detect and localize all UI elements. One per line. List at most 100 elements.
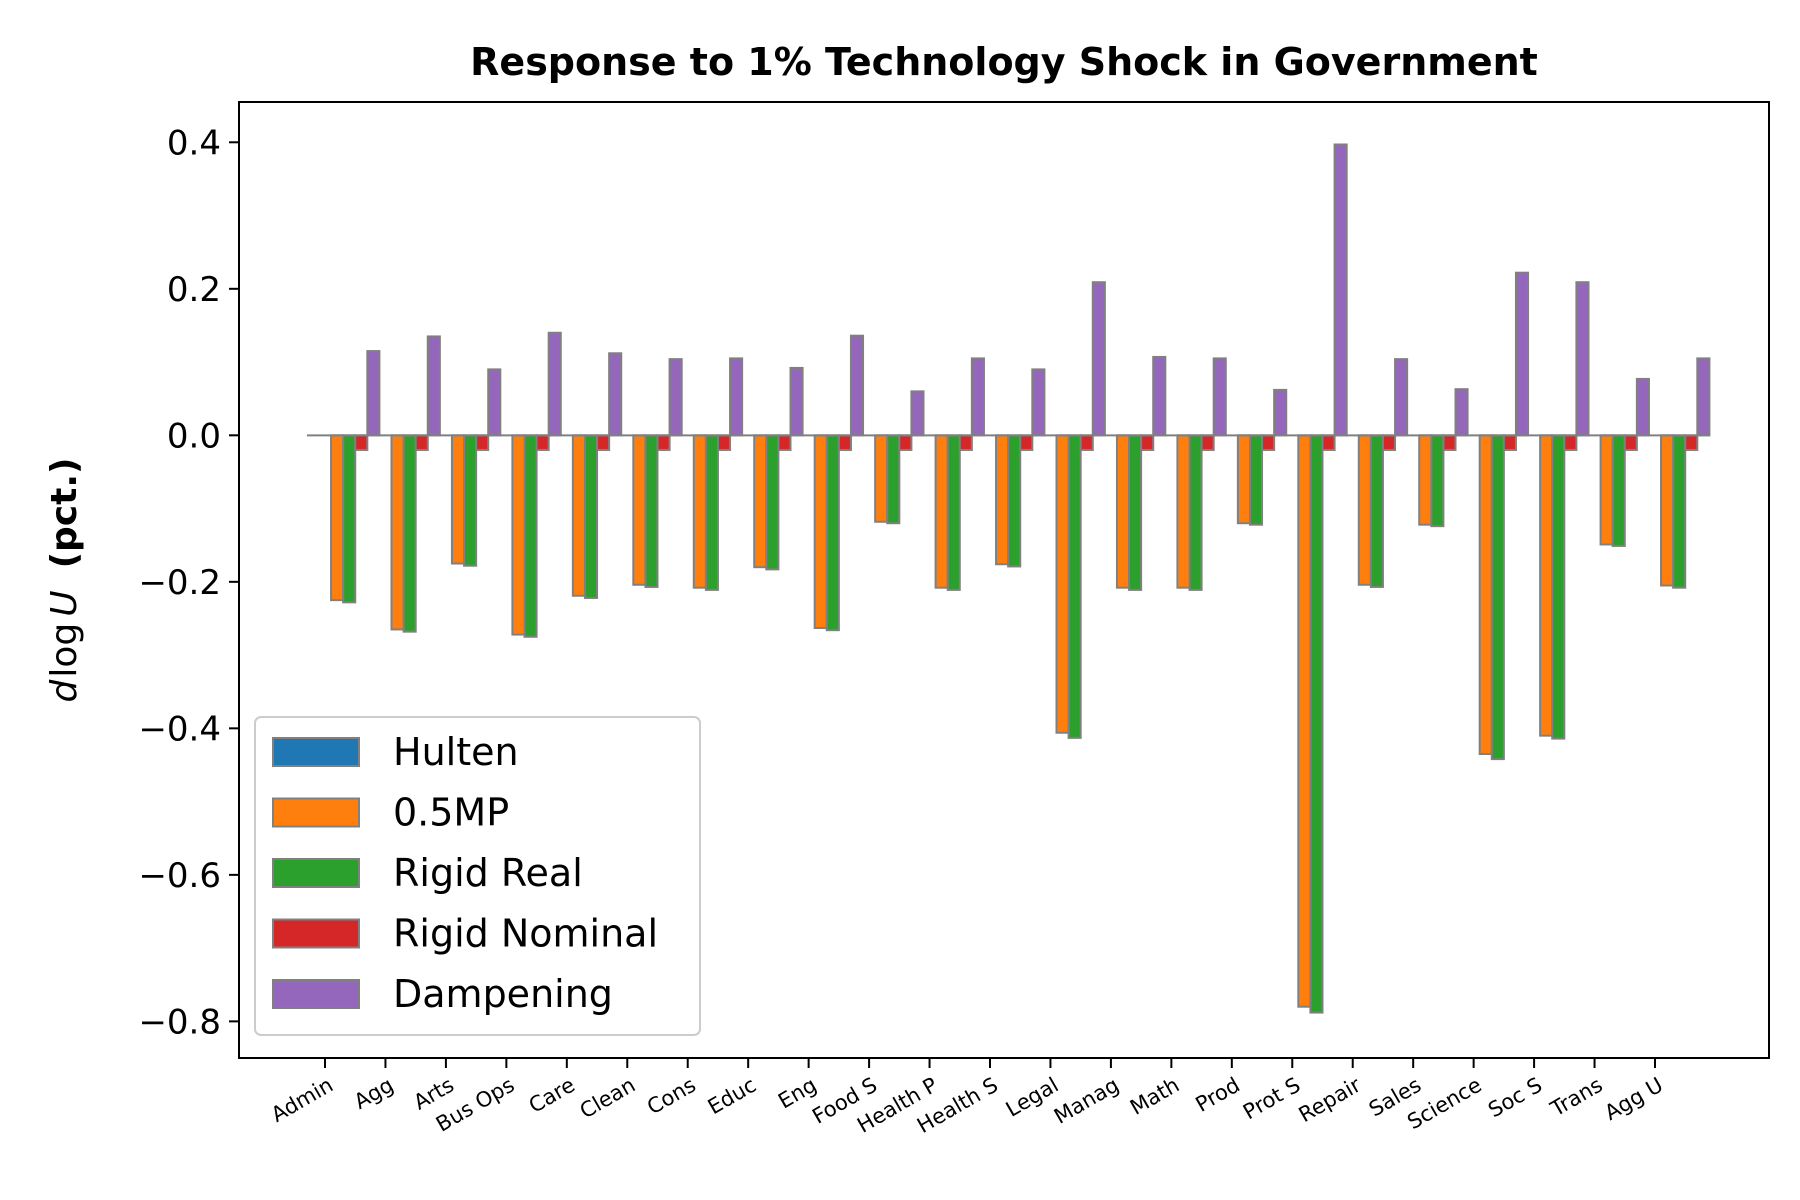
bar-0-5mp-eng xyxy=(813,434,828,629)
bar-rigid-nominal-prod xyxy=(1261,434,1276,451)
bar-dampening-sales xyxy=(1454,388,1469,437)
bar-dampening-health-s xyxy=(1031,368,1046,437)
bar-dampening-bus-ops xyxy=(547,331,562,437)
bar-dampening-trans xyxy=(1635,377,1650,437)
bar-0-5mp-math xyxy=(1176,434,1191,589)
bar-0-5mp-trans xyxy=(1599,434,1614,546)
bar-rigid-nominal-care xyxy=(596,434,611,451)
bar-rigid-nominal-trans xyxy=(1623,434,1638,451)
bar-rigid-real-trans xyxy=(1611,434,1626,547)
bar-rigid-real-prot-s xyxy=(1309,434,1324,1014)
y-tick-label: 0.4 xyxy=(167,123,221,163)
y-label-unit: (pct.) xyxy=(44,457,85,568)
bar-rigid-nominal-cons xyxy=(716,434,732,451)
bar-rigid-nominal-sales xyxy=(1442,434,1457,451)
y-axis: 0.4 0.2 0.0 −0.2 −0.4 −0.6 −0.8 xyxy=(138,123,239,1042)
bar-0-5mp-soc-s xyxy=(1539,434,1554,737)
bar-0-5mp-sales xyxy=(1418,434,1433,526)
bar-rigid-nominal-math xyxy=(1200,434,1215,451)
legend-label: Rigid Real xyxy=(393,851,583,895)
bar-dampening-manag xyxy=(1152,355,1167,437)
bar-rigid-nominal-soc-s xyxy=(1563,434,1578,451)
x-tick-label: Math xyxy=(1126,1073,1183,1120)
bar-rigid-nominal-health-s xyxy=(1019,434,1034,451)
bar-rigid-nominal-manag xyxy=(1140,434,1155,451)
y-tick-label: −0.4 xyxy=(138,709,221,749)
bar-rigid-nominal-admin xyxy=(354,434,369,451)
bar-rigid-real-arts xyxy=(463,434,478,567)
bar-dampening-soc-s xyxy=(1575,281,1590,437)
bar-rigid-real-soc-s xyxy=(1551,434,1566,740)
bar-0-5mp-educ xyxy=(753,434,768,569)
bar-rigid-real-math xyxy=(1188,434,1203,591)
bar-dampening-prot-s xyxy=(1333,143,1348,437)
bar-rigid-nominal-food-s xyxy=(898,434,913,451)
bar-dampening-eng xyxy=(849,334,865,437)
bar-dampening-care xyxy=(608,352,623,437)
y-tick-label: 0.2 xyxy=(167,270,221,310)
y-tick-label: −0.6 xyxy=(138,856,221,896)
bar-dampening-food-s xyxy=(910,390,925,437)
bar-0-5mp-science xyxy=(1478,434,1493,755)
bar-dampening-arts xyxy=(487,368,502,437)
x-tick-label: Agg xyxy=(350,1073,398,1114)
bar-rigid-real-health-s xyxy=(1007,434,1022,568)
bar-0-5mp-repair xyxy=(1357,434,1372,586)
y-tick-label: −0.8 xyxy=(138,1002,221,1042)
legend-label: Dampening xyxy=(393,972,613,1016)
x-tick-label: Repair xyxy=(1295,1073,1366,1128)
bar-rigid-nominal-science xyxy=(1502,434,1517,451)
bar-dampening-agg-u xyxy=(1696,357,1711,437)
bar-rigid-real-clean xyxy=(644,434,659,588)
bar-rigid-real-bus-ops xyxy=(523,434,538,638)
bar-0-5mp-prot-s xyxy=(1297,434,1312,1008)
x-tick-label: Admin xyxy=(267,1073,337,1127)
y-label-math-u: U xyxy=(44,590,85,616)
bar-rigid-nominal-arts xyxy=(475,434,490,451)
bar-rigid-nominal-agg xyxy=(414,434,429,451)
x-tick-label: Prot S xyxy=(1239,1073,1304,1125)
legend-swatch xyxy=(272,918,360,949)
bar-0-5mp-care xyxy=(571,434,586,597)
bar-rigid-real-educ xyxy=(765,434,780,571)
legend-swatch xyxy=(272,979,360,1009)
bar-rigid-nominal-health-p xyxy=(958,434,973,451)
y-tick-label: 0.0 xyxy=(167,416,221,456)
bar-dampening-educ xyxy=(789,366,804,437)
x-tick-label: Manag xyxy=(1050,1073,1123,1129)
y-tick-label: −0.2 xyxy=(138,563,221,603)
bar-0-5mp-health-s xyxy=(995,434,1010,566)
bar-0-5mp-prod xyxy=(1236,434,1251,525)
bar-0-5mp-arts xyxy=(450,434,466,565)
bar-0-5mp-bus-ops xyxy=(511,434,526,636)
bar-rigid-nominal-educ xyxy=(777,434,792,451)
y-label-math-log: log xyxy=(44,623,85,678)
y-label-math-d: d xyxy=(44,679,85,703)
bar-rigid-real-agg-u xyxy=(1672,434,1687,589)
bar-0-5mp-agg xyxy=(390,434,405,631)
bar-dampening-repair xyxy=(1394,358,1409,437)
bar-rigid-real-admin xyxy=(342,434,357,604)
bar-rigid-real-prod xyxy=(1248,434,1264,526)
x-tick-label: Agg U xyxy=(1600,1073,1667,1125)
x-tick-label: Trans xyxy=(1546,1073,1607,1122)
bar-rigid-nominal-prot-s xyxy=(1321,434,1336,451)
bar-rigid-nominal-clean xyxy=(656,434,671,451)
legend-swatch xyxy=(272,858,360,888)
bar-rigid-real-manag xyxy=(1128,434,1143,591)
legend: Hulten 0.5MP Rigid Real Rigid Nominal Dampen… xyxy=(254,716,701,1036)
bar-0-5mp-legal xyxy=(1055,434,1070,734)
bar-rigid-real-sales xyxy=(1430,434,1445,528)
x-tick-label: Prod xyxy=(1192,1073,1244,1117)
bar-dampening-admin xyxy=(366,350,381,437)
legend-label: Hulten xyxy=(393,730,519,774)
bar-dampening-science xyxy=(1514,271,1530,437)
bar-0-5mp-clean xyxy=(632,434,647,586)
bar-rigid-real-food-s xyxy=(886,434,901,525)
legend-label: 0.5MP xyxy=(393,791,509,835)
legend-swatch xyxy=(272,737,360,767)
plot-frame xyxy=(238,101,1770,1059)
bar-0-5mp-cons xyxy=(692,434,707,589)
bar-rigid-nominal-eng xyxy=(837,434,852,451)
